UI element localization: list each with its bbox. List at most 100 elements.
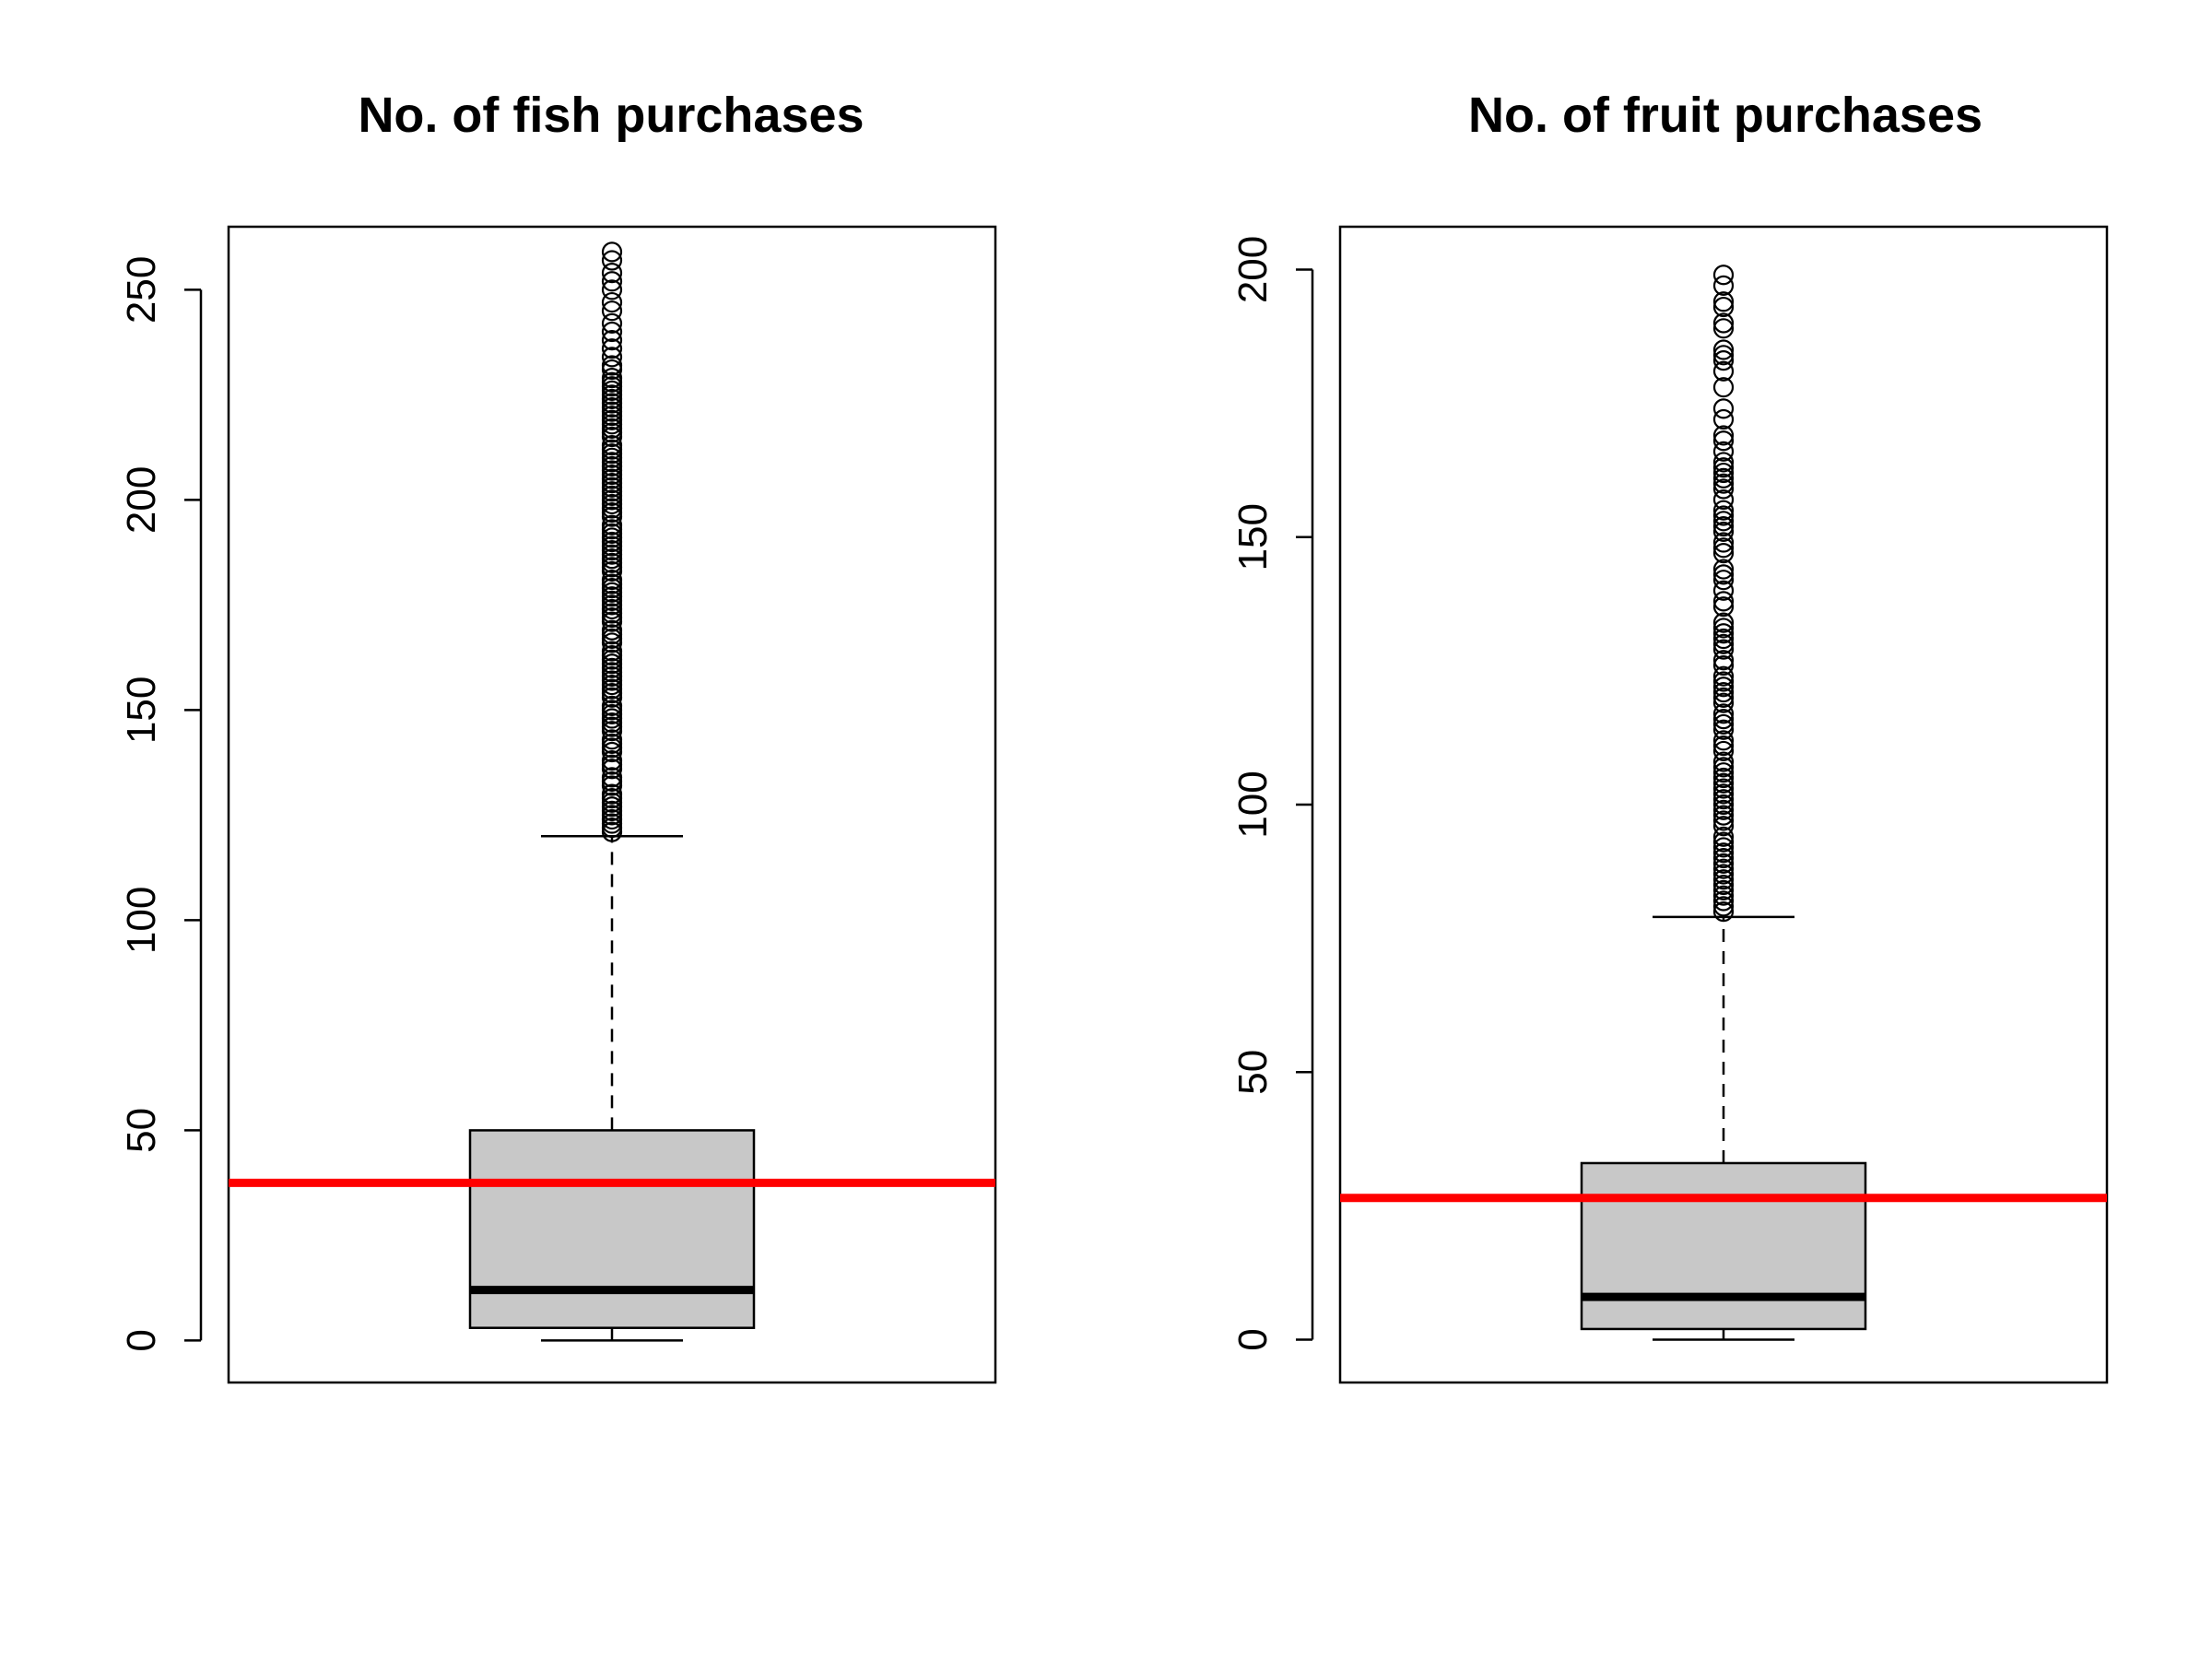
outlier-point — [1712, 692, 1735, 713]
outlier-point — [1712, 772, 1735, 794]
outlier-point — [601, 641, 623, 662]
outlier-point — [1712, 580, 1735, 601]
outlier-point — [1712, 377, 1735, 398]
y-tick-label: 100 — [119, 887, 164, 954]
outlier-point — [1712, 762, 1735, 783]
outlier-point — [1712, 628, 1735, 650]
outlier-point — [601, 279, 623, 300]
outlier-point — [1712, 826, 1735, 847]
outlier-point — [1712, 709, 1735, 730]
outlier-point — [1712, 874, 1735, 896]
outlier-point — [1712, 687, 1735, 708]
y-tick-label: 50 — [119, 1108, 164, 1153]
outlier-point — [601, 619, 623, 641]
outlier-point — [1712, 537, 1735, 559]
outlier-point — [601, 250, 623, 271]
outlier-point — [601, 750, 623, 771]
outlier-point — [1712, 890, 1735, 912]
outlier-point — [1712, 296, 1735, 318]
outlier-point — [1712, 633, 1735, 654]
outlier-point — [1712, 425, 1735, 446]
outlier-point — [1712, 740, 1735, 762]
outlier-point — [1712, 896, 1735, 917]
outlier-point — [601, 435, 623, 456]
y-tick-label: 100 — [1230, 771, 1276, 838]
outlier-point — [1712, 751, 1735, 772]
outlier-point — [1712, 467, 1735, 488]
outlier-point — [601, 695, 623, 716]
outlier-point — [1712, 275, 1735, 296]
chart-title: No. of fruit purchases — [1468, 88, 1983, 143]
outlier-point — [1712, 810, 1735, 831]
outlier-point — [1712, 789, 1735, 810]
outlier-point — [1712, 671, 1735, 692]
outlier-point — [1712, 735, 1735, 757]
outlier-point — [601, 330, 623, 351]
outlier-point — [1712, 408, 1735, 430]
outlier-point — [1712, 511, 1735, 532]
outlier-point — [1712, 516, 1735, 537]
outlier-point — [601, 312, 623, 334]
outlier-point — [1712, 430, 1735, 452]
outlier-point — [601, 729, 623, 750]
outlier-point — [1712, 559, 1735, 580]
iqr-box — [1580, 1161, 1867, 1331]
outlier-point — [601, 368, 623, 389]
y-tick-label: 0 — [1230, 1328, 1276, 1350]
outlier-point — [1712, 500, 1735, 521]
outlier-point — [1712, 350, 1735, 371]
y-tick-label: 0 — [119, 1329, 164, 1351]
outlier-point — [1712, 473, 1735, 494]
outlier-point — [1712, 612, 1735, 633]
outlier-point — [1712, 767, 1735, 789]
outlier-point — [1712, 345, 1735, 366]
y-tick-label: 50 — [1230, 1050, 1276, 1095]
outlier-point — [1712, 901, 1735, 923]
outlier-point — [1712, 864, 1735, 885]
outlier-point — [1712, 847, 1735, 869]
outlier-point — [1712, 564, 1735, 585]
outlier-point — [1712, 842, 1735, 864]
outlier-point — [1712, 532, 1735, 553]
y-tick-label: 150 — [1230, 503, 1276, 571]
outlier-point — [1712, 869, 1735, 890]
iqr-box — [468, 1129, 756, 1329]
outlier-point — [601, 355, 623, 376]
outlier-point — [1712, 665, 1735, 687]
outlier-point — [1712, 618, 1735, 639]
outlier-point — [1712, 521, 1735, 543]
outlier-point — [1712, 265, 1735, 286]
fish-purchases-panel: No. of fish purchases 0 50 100 150 200 250 — [119, 88, 997, 1384]
y-tick-label: 200 — [119, 466, 164, 534]
outlier-point — [1712, 783, 1735, 805]
outlier-point — [1712, 312, 1735, 334]
outlier-point — [601, 569, 623, 591]
outlier-point — [601, 514, 623, 535]
outlier-point — [1712, 831, 1735, 853]
outlier-point — [1712, 339, 1735, 360]
outlier-point — [601, 347, 623, 368]
outlier-point — [1712, 360, 1735, 382]
outlier-point — [1712, 805, 1735, 826]
outlier-point — [1712, 713, 1735, 735]
outlier-point — [601, 291, 623, 313]
y-tick-label: 200 — [1230, 236, 1276, 303]
outlier-point — [601, 321, 623, 343]
outlier-point — [601, 263, 623, 284]
outlier-point — [1712, 654, 1735, 677]
outlier-point — [1712, 799, 1735, 820]
outlier-point — [601, 300, 623, 322]
outlier-point — [1712, 291, 1735, 312]
outlier-point — [1712, 398, 1735, 419]
outlier-point — [1712, 730, 1735, 751]
outlier-point — [1712, 505, 1735, 526]
outlier-point — [1712, 853, 1735, 874]
outlier-point — [1712, 639, 1735, 660]
outlier-point — [601, 783, 623, 805]
outlier-point — [1712, 650, 1735, 671]
plot-frame — [227, 225, 997, 1384]
outlier-point — [1712, 879, 1735, 900]
outlier-point — [1712, 478, 1735, 500]
outlier-point — [1712, 794, 1735, 816]
